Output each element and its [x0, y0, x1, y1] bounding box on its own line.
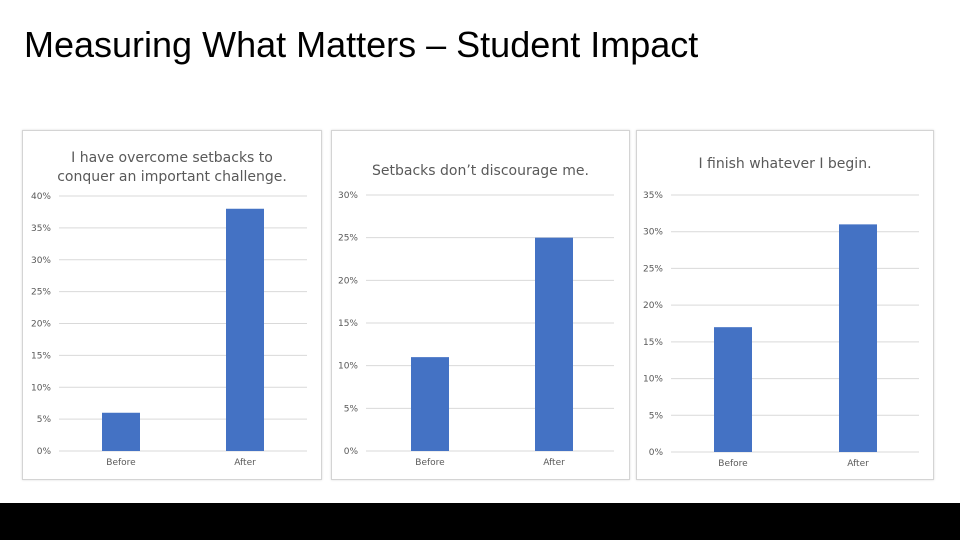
- chart-panel-setbacks-discourage: Setbacks don’t discourage me. 0% 5% 10% 15%…: [331, 130, 630, 480]
- bar-before: [714, 327, 752, 452]
- y-tick-label: 10%: [643, 375, 663, 385]
- y-tick-label: 0%: [344, 447, 359, 457]
- y-tick-label: 5%: [37, 415, 52, 425]
- chart-title: Setbacks don’t discourage me.: [332, 162, 629, 181]
- footer-bar: [0, 503, 960, 540]
- y-tick-label: 25%: [31, 288, 51, 298]
- chart-title-line: Setbacks don’t discourage me.: [372, 163, 589, 179]
- chart-title-line: I have overcome setbacks to: [71, 150, 273, 166]
- y-tick-label: 40%: [31, 192, 51, 202]
- y-tick-label: 20%: [643, 301, 663, 311]
- x-tick-label: Before: [415, 458, 445, 468]
- x-tick-label: After: [543, 458, 565, 468]
- bar-before: [411, 357, 449, 451]
- y-tick-label: 30%: [338, 191, 358, 201]
- chart-title: I have overcome setbacks to conquer an i…: [23, 149, 321, 187]
- y-tick-label: 5%: [344, 404, 359, 414]
- bar-after: [535, 237, 573, 451]
- bar-chart-plot: 0% 5% 10% 15% 20% 25% 30% Before After: [338, 191, 614, 468]
- chart-panel-finish-begin: I finish whatever I begin. 0% 5% 10% 15% 20%…: [636, 130, 934, 480]
- chart-title-line: conquer an important challenge.: [57, 169, 287, 185]
- x-tick-label: Before: [106, 458, 136, 468]
- y-tick-label: 0%: [649, 448, 664, 458]
- y-tick-label: 35%: [31, 224, 51, 234]
- bar-chart-plot: 0% 5% 10% 15% 20% 25% 30% 35% 40% Before After: [31, 192, 307, 468]
- y-tick-label: 0%: [37, 447, 52, 457]
- bar-chart-plot: 0% 5% 10% 15% 20% 25% 30% 35% Before After: [643, 191, 919, 469]
- bar-after: [839, 224, 877, 452]
- y-tick-label: 15%: [338, 319, 358, 329]
- y-tick-label: 25%: [643, 264, 663, 274]
- y-tick-label: 35%: [643, 191, 663, 201]
- y-tick-label: 20%: [31, 320, 51, 330]
- y-tick-label: 15%: [31, 351, 51, 361]
- y-tick-label: 25%: [338, 234, 358, 244]
- y-tick-label: 10%: [31, 383, 51, 393]
- x-tick-label: After: [234, 458, 256, 468]
- x-tick-label: Before: [718, 459, 748, 469]
- x-tick-label: After: [847, 459, 869, 469]
- y-tick-label: 10%: [338, 362, 358, 372]
- y-tick-label: 15%: [643, 338, 663, 348]
- bar-after: [226, 208, 264, 451]
- chart-panel-overcome-setbacks: I have overcome setbacks to conquer an i…: [22, 130, 322, 480]
- bar-before: [102, 412, 140, 451]
- chart-title-line: I finish whatever I begin.: [698, 156, 872, 172]
- y-tick-label: 30%: [643, 228, 663, 238]
- y-tick-label: 5%: [649, 411, 664, 421]
- chart-title: I finish whatever I begin.: [637, 155, 933, 174]
- slide-title: Measuring What Matters – Student Impact: [24, 24, 699, 65]
- y-tick-label: 30%: [31, 256, 51, 266]
- y-tick-label: 20%: [338, 276, 358, 286]
